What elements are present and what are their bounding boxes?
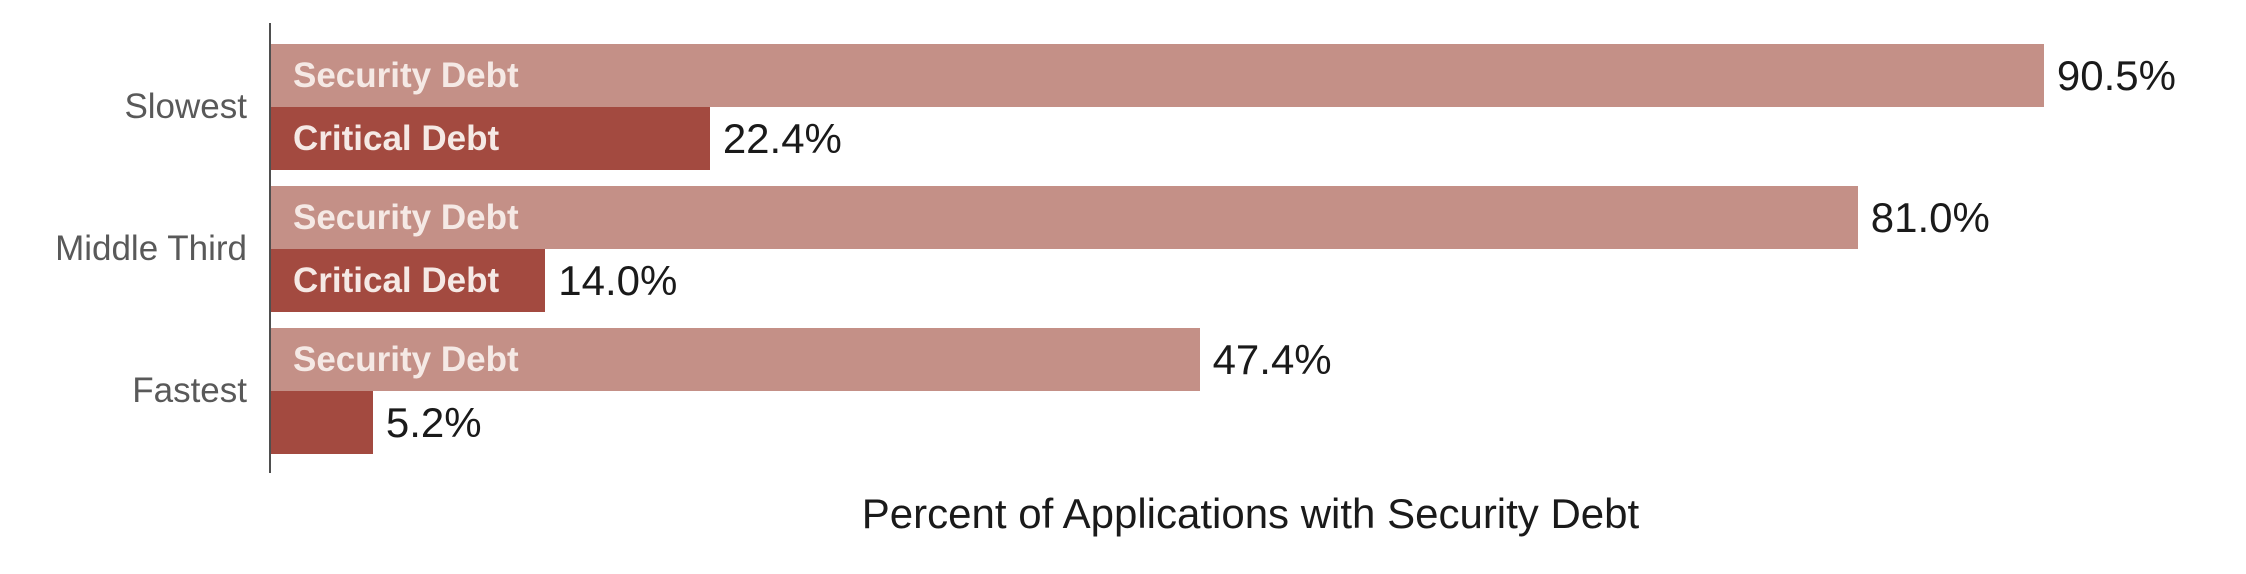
bar-series-label: Security Debt (293, 339, 519, 379)
bar-series-label: Critical Debt (293, 260, 500, 300)
bar: Critical Debt (271, 249, 546, 312)
bar-row: Security Debt 47.4% (271, 328, 2230, 391)
bar-value-label: 14.0% (558, 256, 678, 304)
chart-title: Percent of Applications with Security De… (861, 490, 1640, 537)
bar-series-label: Critical Debt (293, 118, 500, 158)
bar-value-label: 22.4% (722, 114, 842, 162)
bar-value-label: 81.0% (1870, 193, 1990, 241)
y-axis-line (269, 23, 271, 473)
bar: Security Debt (271, 186, 1858, 249)
bar-value-label: 47.4% (1212, 335, 1332, 383)
bar-row: Security Debt 81.0% (271, 186, 2230, 249)
bar-row: Security Debt 90.5% (271, 44, 2230, 107)
category-label: Slowest (124, 87, 247, 126)
category-group: Fastest Security Debt 47.4% 5.2% (132, 328, 2230, 454)
bar-series-label: Security Debt (293, 55, 519, 95)
bar-row: Critical Debt 22.4% (271, 107, 2230, 170)
bar-row: Critical Debt 14.0% (271, 249, 2230, 312)
bar-value-label: 90.5% (2056, 51, 2176, 99)
bar-series-label: Security Debt (293, 197, 519, 237)
bar: Critical Debt (271, 107, 710, 170)
bar: Security Debt (271, 44, 2044, 107)
bar-row: 5.2% (271, 391, 2230, 454)
category-bars: Security Debt 47.4% 5.2% (271, 328, 2230, 454)
bar-groups: Slowest Security Debt 90.5% Critical Deb… (55, 44, 2230, 470)
category-label: Middle Third (55, 229, 247, 268)
category-group: Slowest Security Debt 90.5% Critical Deb… (124, 44, 2230, 170)
category-label: Fastest (132, 371, 247, 410)
category-bars: Security Debt 90.5% Critical Debt 22.4% (271, 44, 2230, 170)
bar (271, 391, 373, 454)
bar: Security Debt (271, 328, 1200, 391)
bar-value-label: 5.2% (385, 398, 482, 446)
category-bars: Security Debt 81.0% Critical Debt 14.0% (271, 186, 2230, 312)
category-group: Middle Third Security Debt 81.0% Critica… (55, 186, 2230, 312)
